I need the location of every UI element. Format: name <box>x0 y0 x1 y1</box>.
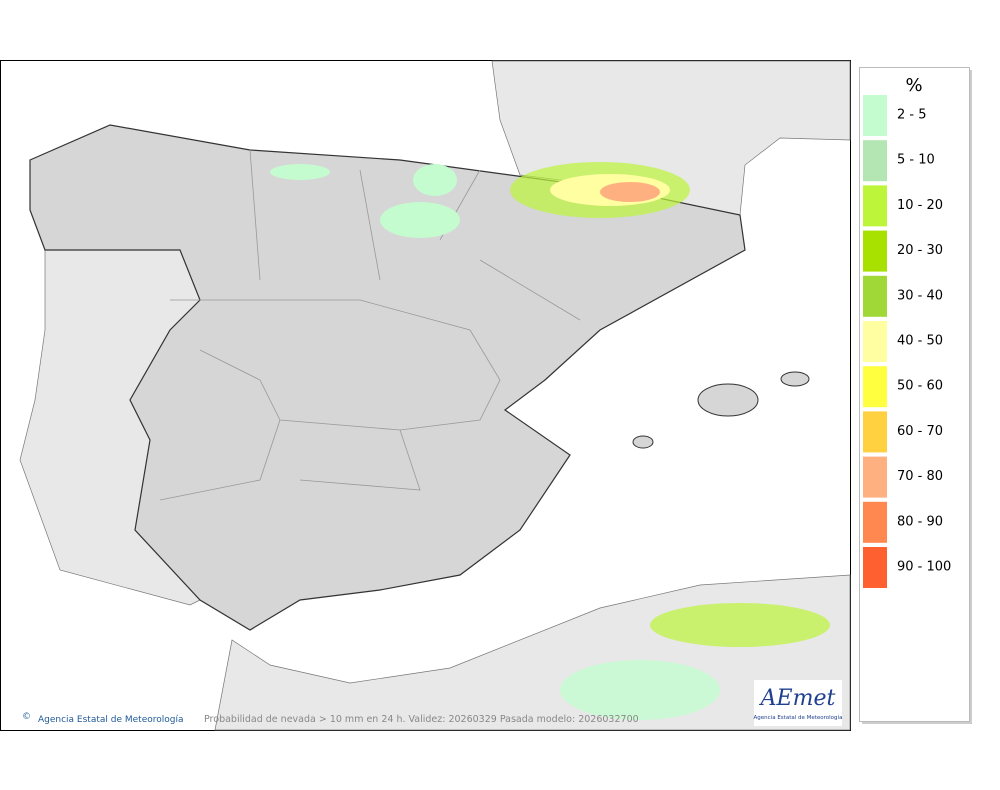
legend-swatch <box>863 411 887 453</box>
legend-label: 50 - 60 <box>897 379 943 394</box>
legend-label: 5 - 10 <box>897 153 935 168</box>
copyright-symbol: © <box>22 712 31 722</box>
logo-box <box>754 680 842 726</box>
legend-label: 70 - 80 <box>897 469 943 484</box>
legend-swatch <box>863 366 887 408</box>
legend-swatch <box>863 140 887 182</box>
legend-label: 30 - 40 <box>897 288 943 303</box>
agency-credit: Agencia Estatal de Meteorología <box>38 715 184 725</box>
legend-swatch <box>863 95 887 136</box>
legend-label: 20 - 30 <box>897 243 943 258</box>
legend-label: 40 - 50 <box>897 334 943 349</box>
legend-swatch <box>863 501 887 543</box>
legend-swatch <box>863 185 887 227</box>
legend-swatch <box>863 230 887 272</box>
legend-label: 10 - 20 <box>897 198 943 213</box>
snow-areas <box>270 162 830 720</box>
logo: AEmet <box>759 686 836 711</box>
legend-swatch <box>863 275 887 317</box>
legend-label: 60 - 70 <box>897 424 943 439</box>
logo-subtitle: Agencia Estatal de Meteorología <box>754 714 843 721</box>
legend-label: 90 - 100 <box>897 560 951 575</box>
map-caption: Probabilidad de nevada > 10 mm en 24 h. … <box>204 714 639 725</box>
balearic-islands <box>632 371 810 449</box>
region-borders <box>159 149 581 501</box>
legend-title: % <box>905 75 922 96</box>
legend-label: 80 - 90 <box>897 514 943 529</box>
legend: % 2 - 5 5 - 10 10 - 20 20 - 30 30 - 40 40 - 5… <box>859 67 972 724</box>
legend-swatch <box>863 456 887 498</box>
legend-swatch <box>863 321 887 362</box>
map: © Agencia Estatal de Meteorología Probab… <box>0 60 851 731</box>
legend-swatch <box>863 547 887 588</box>
legend-label: 2 - 5 <box>897 108 927 123</box>
